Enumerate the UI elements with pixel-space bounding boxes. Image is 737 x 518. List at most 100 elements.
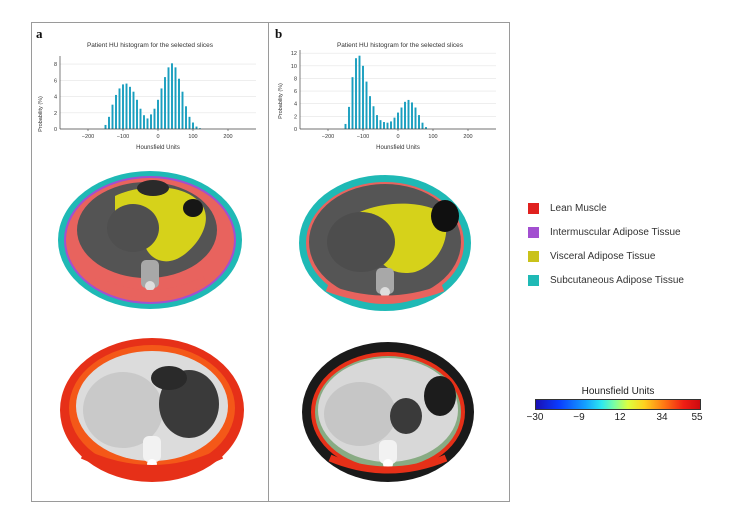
colorbar-tick: −30 (526, 412, 544, 423)
x-tick-label: 100 (428, 134, 437, 140)
histogram-bar (414, 107, 417, 129)
legend-swatch (528, 226, 539, 238)
y-tick-label: 2 (294, 114, 297, 120)
histogram-bar (418, 115, 420, 129)
histogram-bar (362, 65, 364, 129)
histogram-bar (188, 116, 191, 129)
histogram-bar (404, 101, 406, 129)
legend-swatch (528, 250, 539, 262)
histogram-b-xlabel: Hounsfield Units (376, 145, 420, 151)
histogram-bar (125, 83, 128, 129)
histogram-bar (195, 126, 198, 129)
colorbar-tick: 12 (614, 412, 626, 423)
histogram-b-yticks: 0 2 4 6 8 10 12 (291, 51, 297, 133)
y-tick-label: 4 (294, 102, 297, 108)
y-tick-label: 6 (294, 89, 297, 95)
histogram-bar (425, 127, 427, 129)
histogram-bar (185, 106, 187, 129)
histogram-bar (355, 58, 357, 129)
y-tick-label: 8 (54, 62, 57, 68)
histogram-a-bars (104, 63, 201, 129)
x-tick-label: −100 (357, 134, 369, 140)
legend-item-intermuscular-adipose: Intermuscular Adipose Tissue (528, 224, 684, 240)
colorbar-ticks: −30 −9 12 34 55 (527, 410, 703, 424)
tissue-legend: Lean Muscle Intermuscular Adipose Tissue… (528, 200, 684, 296)
legend-label: Intermuscular Adipose Tissue (550, 226, 681, 238)
histogram-bar (108, 116, 110, 129)
segmentation-map-a (58, 171, 242, 309)
histogram-b-bars (344, 55, 427, 129)
histogram-bar (365, 81, 368, 129)
histogram-bar (344, 123, 347, 129)
histogram-bar (379, 120, 382, 129)
histogram-b-xticks: −200 −100 0 100 200 (322, 129, 473, 140)
histogram-bar (393, 117, 396, 129)
legend-label: Lean Muscle (550, 202, 607, 214)
histogram-bar (372, 106, 375, 129)
y-tick-label: 8 (294, 76, 297, 82)
histogram-bar (174, 67, 177, 129)
histogram-bar (167, 67, 170, 129)
colorbar-title: Hounsfield Units (581, 386, 655, 397)
histogram-b-ylabel: Probability (%) (278, 83, 284, 119)
y-tick-label: 4 (54, 95, 57, 101)
hu-map-a (60, 338, 244, 482)
histogram-bar (348, 106, 350, 129)
histogram-a-xticks: −200 −100 0 100 200 (82, 129, 233, 140)
histogram-bar (171, 63, 173, 129)
hounsfield-colorbar: Hounsfield Units −30 −9 12 34 55 (527, 386, 703, 424)
histogram-bar (150, 114, 152, 129)
y-tick-label: 10 (291, 64, 297, 70)
histogram-bar (199, 128, 201, 129)
colorbar-gradient (535, 399, 701, 410)
histogram-bar (132, 91, 135, 129)
histogram-a-yticks: 0 2 4 6 8 (54, 62, 57, 133)
legend-swatch (528, 274, 539, 286)
x-tick-label: −100 (117, 134, 129, 140)
histogram-bar (164, 77, 166, 129)
histogram-bar (153, 108, 156, 129)
histogram-bar (136, 99, 138, 129)
histogram-b: Patient HU histogram for the selected sl… (278, 42, 496, 151)
histogram-bar (104, 124, 107, 129)
x-tick-label: 0 (156, 134, 159, 140)
legend-label: Subcutaneous Adipose Tissue (550, 274, 684, 286)
histogram-bar (192, 122, 194, 129)
histogram-bar (383, 122, 385, 129)
legend-item-visceral-adipose: Visceral Adipose Tissue (528, 248, 684, 264)
y-tick-label: 0 (54, 127, 57, 133)
histogram-bar (178, 78, 180, 129)
y-tick-label: 0 (294, 127, 297, 133)
x-tick-label: 100 (188, 134, 197, 140)
histogram-bar (146, 118, 149, 129)
histogram-bar (386, 122, 389, 129)
x-tick-label: 200 (223, 134, 232, 140)
legend-label: Visceral Adipose Tissue (550, 250, 656, 262)
histogram-bar (400, 107, 403, 129)
x-tick-label: 200 (463, 134, 472, 140)
segmentation-map-b (299, 175, 471, 311)
legend-item-lean-muscle: Lean Muscle (528, 200, 684, 216)
x-tick-label: 0 (396, 134, 399, 140)
histogram-b-title: Patient HU histogram for the selected sl… (337, 42, 464, 49)
hu-map-b (302, 342, 474, 482)
histogram-bar (157, 99, 159, 129)
histogram-bar (397, 112, 399, 129)
histogram-bar (111, 104, 114, 129)
histogram-bar (181, 91, 184, 129)
histogram-bar (115, 94, 117, 129)
histogram-bar (143, 115, 145, 129)
histogram-bar (129, 86, 131, 129)
histogram-a-xlabel: Hounsfield Units (136, 145, 180, 151)
histogram-bar (122, 84, 124, 129)
x-tick-label: −200 (322, 134, 334, 140)
histogram-a-ylabel: Probability (%) (38, 96, 44, 132)
y-tick-label: 6 (54, 78, 57, 84)
histogram-a-title: Patient HU histogram for the selected sl… (87, 42, 214, 49)
y-tick-label: 12 (291, 51, 297, 57)
legend-item-subcutaneous-adipose: Subcutaneous Adipose Tissue (528, 272, 684, 288)
histogram-a: Patient HU histogram for the selected sl… (38, 42, 256, 151)
panel-a-letter: a (36, 26, 43, 41)
histogram-bar (118, 88, 121, 129)
panel-b-letter: b (275, 26, 283, 41)
